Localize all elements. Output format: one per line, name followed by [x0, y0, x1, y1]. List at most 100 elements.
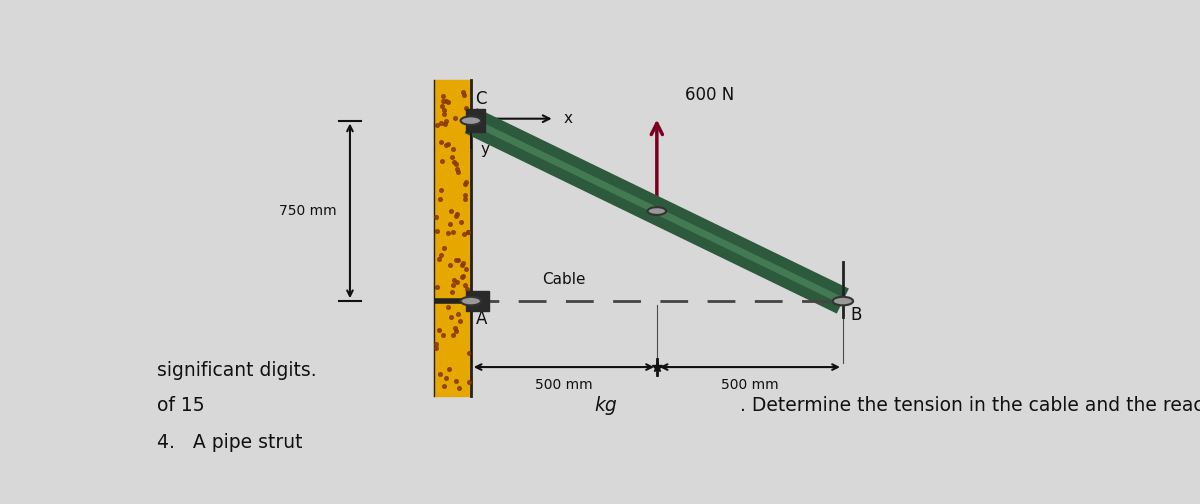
Circle shape: [648, 207, 666, 215]
Point: [445, 388, 464, 396]
Point: [426, 288, 445, 296]
Point: [439, 272, 458, 280]
Point: [443, 273, 462, 281]
Point: [431, 131, 450, 139]
Point: [431, 382, 450, 390]
Point: [442, 294, 461, 302]
Point: [455, 310, 474, 318]
Bar: [433, 80, 470, 396]
Point: [439, 198, 458, 206]
Point: [434, 257, 454, 265]
Point: [446, 289, 466, 297]
Point: [457, 216, 476, 224]
Point: [440, 240, 460, 248]
Point: [443, 213, 462, 221]
Point: [434, 395, 454, 403]
Circle shape: [461, 297, 481, 305]
Point: [451, 184, 470, 192]
Point: [449, 245, 468, 253]
Text: B: B: [851, 305, 862, 324]
Point: [433, 404, 452, 412]
Point: [431, 315, 450, 323]
Point: [433, 344, 452, 352]
Point: [454, 413, 473, 421]
Point: [426, 157, 445, 165]
Point: [428, 175, 448, 183]
Point: [443, 348, 462, 356]
Text: 500 mm: 500 mm: [721, 377, 779, 392]
Point: [439, 136, 458, 144]
Text: 600 N: 600 N: [685, 86, 734, 104]
Point: [437, 404, 456, 412]
Point: [446, 223, 466, 231]
Point: [455, 321, 474, 329]
Point: [446, 341, 466, 349]
Text: kg: kg: [594, 396, 617, 415]
Text: A: A: [475, 309, 487, 328]
Text: of 15: of 15: [157, 396, 211, 415]
Point: [446, 124, 466, 133]
Point: [455, 410, 474, 418]
Text: Cable: Cable: [542, 272, 586, 287]
Bar: [466, 291, 490, 311]
Text: x: x: [564, 111, 572, 126]
Point: [436, 381, 455, 389]
Point: [433, 409, 452, 417]
Point: [443, 356, 462, 364]
Text: significant digits.: significant digits.: [157, 361, 317, 380]
Text: 500 mm: 500 mm: [535, 377, 593, 392]
Point: [446, 245, 466, 253]
Text: C: C: [475, 90, 487, 108]
Point: [443, 220, 462, 228]
Point: [431, 306, 450, 314]
Point: [452, 240, 472, 248]
Point: [454, 242, 473, 250]
Point: [432, 399, 451, 407]
Text: . Determine the tension in the cable and the reaction at support: . Determine the tension in the cable and…: [740, 396, 1200, 415]
Point: [436, 384, 455, 392]
Point: [443, 170, 462, 178]
Point: [454, 229, 473, 237]
Bar: [466, 109, 485, 132]
Point: [427, 274, 446, 282]
Point: [445, 177, 464, 185]
Point: [449, 192, 468, 200]
Text: 750 mm: 750 mm: [280, 204, 337, 218]
Point: [448, 333, 467, 341]
Point: [455, 220, 474, 228]
Point: [456, 236, 475, 244]
Point: [460, 153, 479, 161]
Point: [440, 281, 460, 289]
Point: [438, 403, 457, 411]
Point: [456, 397, 475, 405]
Point: [442, 188, 461, 196]
Point: [457, 323, 476, 331]
Point: [426, 161, 445, 169]
Circle shape: [833, 297, 853, 305]
Point: [448, 291, 467, 299]
Point: [431, 363, 450, 371]
Point: [458, 273, 478, 281]
Point: [430, 246, 449, 254]
Point: [428, 218, 448, 226]
Point: [455, 271, 474, 279]
Point: [452, 228, 472, 236]
Text: y: y: [480, 142, 490, 157]
Point: [448, 336, 467, 344]
Point: [449, 117, 468, 125]
Point: [434, 391, 454, 399]
Point: [455, 306, 474, 314]
Point: [452, 283, 472, 291]
Text: 4.   A pipe strut: 4. A pipe strut: [157, 433, 308, 452]
Point: [444, 343, 463, 351]
Point: [444, 225, 463, 233]
Point: [436, 360, 455, 368]
Point: [434, 119, 454, 128]
Point: [460, 123, 479, 131]
Point: [433, 170, 452, 178]
Point: [436, 127, 455, 135]
Point: [438, 361, 457, 369]
Point: [427, 380, 446, 388]
Point: [458, 273, 478, 281]
Circle shape: [461, 116, 481, 125]
